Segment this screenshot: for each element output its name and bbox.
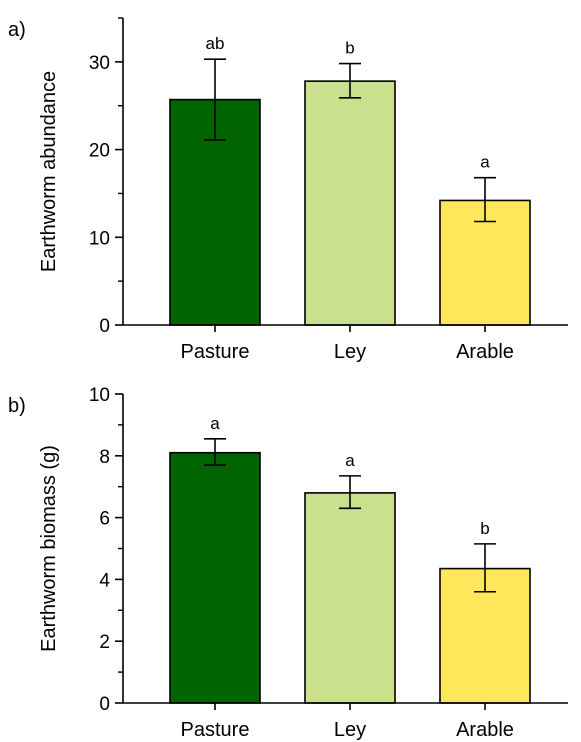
bar <box>169 451 261 704</box>
bar <box>304 492 396 704</box>
x-tick-label: Ley <box>334 719 366 741</box>
y-tick-label: 6 <box>99 509 110 530</box>
y-tick-label: 30 <box>89 53 110 74</box>
x-tick-label: Pasture <box>181 719 250 741</box>
y-tick-label: 10 <box>89 228 110 249</box>
y-tick-label: 10 <box>89 385 110 406</box>
chart-panel-2: b) a Pasture a Ley b Arable 0 2 4 6 8 10 Earthworm bi… <box>8 385 568 741</box>
y-tick-label: 4 <box>99 570 110 591</box>
y-axis-title: Earthworm abundance <box>38 71 60 272</box>
bar <box>304 80 396 326</box>
significance-letter: a <box>480 153 490 172</box>
significance-letter: a <box>210 414 220 433</box>
y-tick-label: 0 <box>99 316 110 337</box>
y-tick-label: 8 <box>99 447 110 468</box>
y-axis-title: Earthworm biomass (g) <box>38 445 60 652</box>
significance-letter: ab <box>206 34 225 53</box>
x-tick-label: Arable <box>456 719 514 741</box>
y-tick-label: 20 <box>89 141 110 162</box>
significance-letter: b <box>345 39 354 58</box>
x-tick-label: Pasture <box>181 341 250 363</box>
y-tick-label: 0 <box>99 694 110 715</box>
x-tick-label: Arable <box>456 341 514 363</box>
panel-label: b) <box>8 395 26 417</box>
y-tick-label: 2 <box>99 632 110 653</box>
significance-letter: a <box>345 451 355 470</box>
panel-label: a) <box>8 19 26 41</box>
chart-panel-1: a) ab Pasture b Ley a Arable 0 10 20 30 Earthworm a… <box>8 17 568 363</box>
significance-letter: b <box>480 519 489 538</box>
x-tick-label: Ley <box>334 341 366 363</box>
